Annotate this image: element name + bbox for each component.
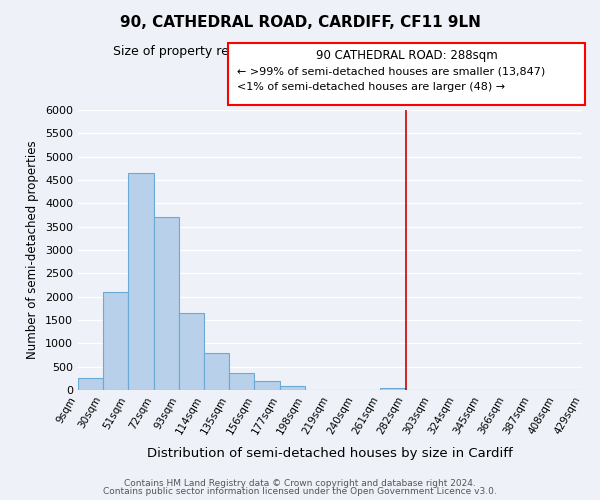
Text: 90, CATHEDRAL ROAD, CARDIFF, CF11 9LN: 90, CATHEDRAL ROAD, CARDIFF, CF11 9LN bbox=[119, 15, 481, 30]
Bar bbox=[179, 313, 204, 390]
Bar bbox=[154, 218, 179, 390]
Text: 90 CATHEDRAL ROAD: 288sqm: 90 CATHEDRAL ROAD: 288sqm bbox=[316, 49, 497, 62]
Bar bbox=[78, 378, 103, 390]
Text: ← >99% of semi-detached houses are smaller (13,847): ← >99% of semi-detached houses are small… bbox=[237, 66, 545, 76]
Text: Size of property relative to semi-detached houses in Cardiff: Size of property relative to semi-detach… bbox=[113, 45, 487, 58]
Bar bbox=[204, 352, 229, 390]
Text: Contains public sector information licensed under the Open Government Licence v3: Contains public sector information licen… bbox=[103, 487, 497, 496]
Bar bbox=[128, 173, 154, 390]
Bar bbox=[103, 292, 128, 390]
Y-axis label: Number of semi-detached properties: Number of semi-detached properties bbox=[26, 140, 40, 360]
Bar bbox=[254, 382, 280, 390]
Bar bbox=[280, 386, 305, 390]
Text: <1% of semi-detached houses are larger (48) →: <1% of semi-detached houses are larger (… bbox=[237, 82, 505, 92]
Bar bbox=[229, 372, 254, 390]
Bar bbox=[380, 388, 406, 390]
X-axis label: Distribution of semi-detached houses by size in Cardiff: Distribution of semi-detached houses by … bbox=[147, 448, 513, 460]
Text: Contains HM Land Registry data © Crown copyright and database right 2024.: Contains HM Land Registry data © Crown c… bbox=[124, 478, 476, 488]
